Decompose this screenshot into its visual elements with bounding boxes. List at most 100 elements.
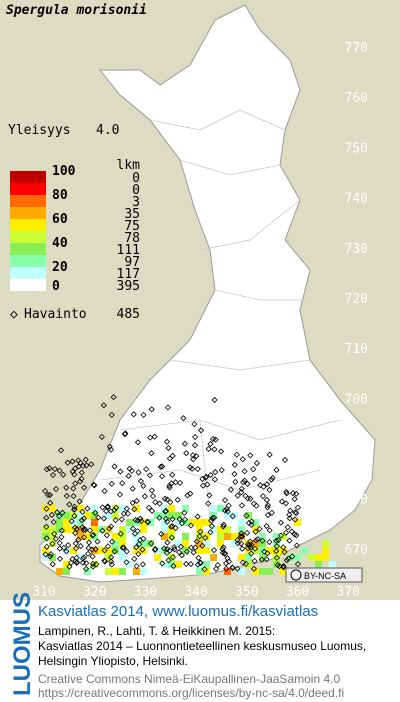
observation-marker: [149, 493, 157, 500]
observation-marker: [280, 563, 287, 570]
legend-swatch: [10, 207, 46, 219]
observation-marker: [42, 551, 49, 558]
observation-marker: [56, 513, 63, 520]
grid-cell: [63, 519, 70, 526]
observation-marker: [281, 456, 289, 463]
observation-marker: [48, 511, 55, 519]
license-line[interactable]: https://creativecommons.org/licenses/by-…: [38, 686, 344, 700]
observation-marker: [68, 518, 75, 525]
observation-marker: [293, 532, 300, 539]
observation-marker: [134, 517, 141, 524]
observation-marker: [108, 538, 116, 545]
observation-marker: [171, 544, 178, 551]
observation-marker: [83, 462, 90, 469]
observation-marker: [43, 543, 50, 550]
observation-marker: [169, 516, 176, 523]
observation-marker: [64, 459, 71, 466]
observation-marker: [113, 504, 120, 511]
observation-marker: [78, 475, 85, 482]
observations-label: Havainto: [24, 307, 87, 322]
observation-marker: [188, 544, 195, 551]
observation-marker: [288, 528, 295, 535]
observation-marker: [250, 565, 257, 572]
observation-marker: [71, 512, 78, 520]
observation-marker: [192, 433, 199, 441]
observation-marker: [85, 539, 93, 546]
observation-marker: [248, 550, 255, 557]
observation-marker: [211, 446, 218, 453]
observation-marker: [212, 468, 219, 476]
observation-marker: [89, 532, 96, 539]
observation-marker: [194, 465, 201, 473]
grid-cell: [252, 540, 259, 547]
observation-marker: [219, 546, 226, 553]
observation-marker: [63, 548, 70, 555]
observation-marker: [72, 530, 79, 537]
grid-cell: [168, 505, 175, 512]
observation-marker: [201, 566, 208, 573]
grid-cell: [77, 512, 84, 519]
observation-marker: [131, 555, 138, 562]
observation-marker: [174, 496, 181, 503]
observation-marker: [108, 554, 115, 561]
grid-cell: [56, 519, 63, 526]
grid-cell: [42, 526, 49, 533]
legend-swatch: [10, 195, 46, 207]
observation-marker: [207, 529, 214, 536]
observation-marker: [94, 538, 101, 545]
observation-marker: [60, 544, 67, 551]
legend-class-label: 100: [52, 164, 76, 179]
observation-marker: [168, 534, 175, 541]
observation-marker: [85, 550, 92, 557]
observation-marker: [136, 541, 143, 548]
observation-marker: [191, 442, 199, 449]
observation-marker: [123, 559, 130, 566]
observation-marker: [291, 496, 298, 503]
observation-marker: [152, 545, 159, 553]
observation-marker: [81, 484, 88, 491]
observation-marker: [189, 452, 197, 459]
observation-marker: [199, 542, 206, 549]
grid-cell: [91, 512, 98, 519]
observation-marker: [259, 493, 267, 500]
x-coordinate-label: 370: [336, 585, 359, 600]
y-coordinate-label: 740: [345, 192, 368, 207]
observation-marker: [103, 508, 110, 515]
grid-cell: [63, 568, 70, 575]
y-coordinate-label: 710: [345, 342, 368, 357]
observation-marker: [193, 538, 200, 545]
grid-cell: [224, 512, 231, 519]
grid-cell: [140, 526, 147, 533]
observation-marker: [203, 473, 210, 480]
observation-marker: [108, 480, 115, 487]
observation-marker: [89, 563, 97, 570]
grid-cell: [126, 519, 133, 526]
observation-marker: [187, 464, 194, 471]
observation-marker: [80, 526, 87, 534]
observation-marker: [192, 544, 199, 551]
grid-cell: [238, 526, 245, 533]
grid-cell: [315, 554, 322, 561]
grid-cell: [315, 561, 322, 568]
observation-marker: [234, 492, 241, 499]
observation-marker: [72, 480, 79, 487]
observation-marker: [286, 511, 293, 518]
observation-marker: [103, 532, 110, 539]
observation-marker: [281, 548, 288, 556]
x-coordinate-label: 310: [32, 585, 55, 600]
observation-marker: [286, 537, 293, 544]
species-title: Spergula morisonii: [6, 3, 147, 18]
observation-marker: [197, 528, 204, 535]
observation-marker: [212, 436, 219, 443]
credits-link[interactable]: Kasviatlas 2014, www.luomus.fi/kasviatla…: [38, 603, 318, 620]
observation-marker: [108, 561, 115, 568]
y-coordinate-label: 770: [345, 41, 368, 56]
observation-marker: [43, 466, 50, 473]
y-coordinate-label: 720: [345, 292, 368, 307]
observation-marker: [218, 448, 225, 455]
observation-marker: [134, 439, 142, 446]
observation-marker: [278, 498, 286, 505]
observation-marker: [261, 548, 268, 555]
grid-cell: [84, 533, 91, 540]
observation-marker: [183, 548, 190, 555]
